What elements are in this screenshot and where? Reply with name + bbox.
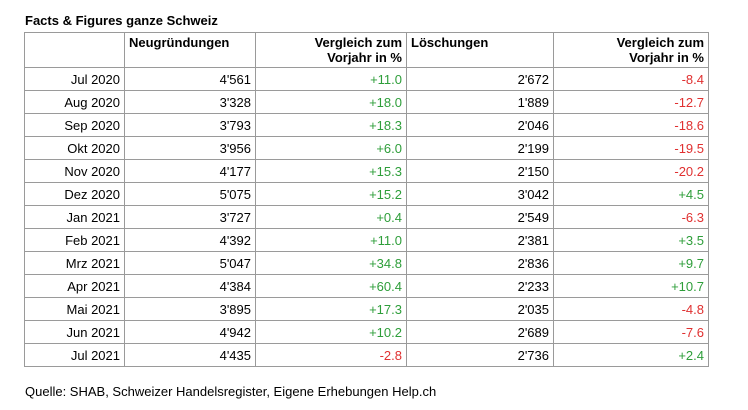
cell-month: Jan 2021 bbox=[24, 205, 125, 229]
cell-loeschungen: 2'233 bbox=[406, 274, 554, 298]
cell-loe-vergleich: -4.8 bbox=[553, 297, 709, 321]
cell-neugruendungen: 3'793 bbox=[124, 113, 256, 137]
table-row: Nov 2020 4'177 +15.3 2'150 -20.2 bbox=[24, 159, 709, 183]
cell-month: Feb 2021 bbox=[24, 228, 125, 252]
cell-neu-vergleich: +60.4 bbox=[255, 274, 407, 298]
cell-neugruendungen: 4'561 bbox=[124, 67, 256, 91]
cell-neu-vergleich: +18.0 bbox=[255, 90, 407, 114]
cell-neugruendungen: 4'384 bbox=[124, 274, 256, 298]
cell-neugruendungen: 5'047 bbox=[124, 251, 256, 275]
cell-loeschungen: 2'549 bbox=[406, 205, 554, 229]
cell-neu-vergleich: +11.0 bbox=[255, 67, 407, 91]
header-loe-vergleich: Vergleich zum Vorjahr in % bbox=[553, 32, 709, 68]
cell-month: Jul 2021 bbox=[24, 343, 125, 367]
cell-loe-vergleich: -18.6 bbox=[553, 113, 709, 137]
cell-neu-vergleich: +17.3 bbox=[255, 297, 407, 321]
cell-month: Nov 2020 bbox=[24, 159, 125, 183]
table-row: Mai 2021 3'895 +17.3 2'035 -4.8 bbox=[24, 297, 709, 321]
cell-neugruendungen: 4'942 bbox=[124, 320, 256, 344]
cell-neugruendungen: 3'956 bbox=[124, 136, 256, 160]
facts-table: Neugründungen Vergleich zum Vorjahr in % … bbox=[24, 32, 709, 367]
cell-neu-vergleich: +18.3 bbox=[255, 113, 407, 137]
table-row: Jan 2021 3'727 +0.4 2'549 -6.3 bbox=[24, 205, 709, 229]
cell-loeschungen: 2'046 bbox=[406, 113, 554, 137]
cell-neugruendungen: 3'727 bbox=[124, 205, 256, 229]
cell-neu-vergleich: +6.0 bbox=[255, 136, 407, 160]
header-month bbox=[24, 32, 125, 68]
cell-loe-vergleich: -20.2 bbox=[553, 159, 709, 183]
table-row: Sep 2020 3'793 +18.3 2'046 -18.6 bbox=[24, 113, 709, 137]
cell-month: Okt 2020 bbox=[24, 136, 125, 160]
cell-month: Sep 2020 bbox=[24, 113, 125, 137]
table-row: Apr 2021 4'384 +60.4 2'233 +10.7 bbox=[24, 274, 709, 298]
header-row: Neugründungen Vergleich zum Vorjahr in % … bbox=[24, 32, 709, 68]
cell-loeschungen: 2'150 bbox=[406, 159, 554, 183]
cell-loeschungen: 2'836 bbox=[406, 251, 554, 275]
cell-neu-vergleich: +15.3 bbox=[255, 159, 407, 183]
cell-loe-vergleich: +9.7 bbox=[553, 251, 709, 275]
cell-month: Mai 2021 bbox=[24, 297, 125, 321]
cell-loe-vergleich: +2.4 bbox=[553, 343, 709, 367]
table-row: Aug 2020 3'328 +18.0 1'889 -12.7 bbox=[24, 90, 709, 114]
cell-loeschungen: 1'889 bbox=[406, 90, 554, 114]
cell-neugruendungen: 3'328 bbox=[124, 90, 256, 114]
cell-neugruendungen: 5'075 bbox=[124, 182, 256, 206]
table-row: Jul 2021 4'435 -2.8 2'736 +2.4 bbox=[24, 343, 709, 367]
cell-loeschungen: 2'381 bbox=[406, 228, 554, 252]
cell-loeschungen: 3'042 bbox=[406, 182, 554, 206]
table-title: Facts & Figures ganze Schweiz bbox=[25, 13, 218, 28]
cell-month: Jun 2021 bbox=[24, 320, 125, 344]
cell-loe-vergleich: -8.4 bbox=[553, 67, 709, 91]
table-row: Mrz 2021 5'047 +34.8 2'836 +9.7 bbox=[24, 251, 709, 275]
table-row: Dez 2020 5'075 +15.2 3'042 +4.5 bbox=[24, 182, 709, 206]
cell-loe-vergleich: +3.5 bbox=[553, 228, 709, 252]
cell-neugruendungen: 3'895 bbox=[124, 297, 256, 321]
cell-neu-vergleich: +34.8 bbox=[255, 251, 407, 275]
cell-loeschungen: 2'199 bbox=[406, 136, 554, 160]
table-row: Okt 2020 3'956 +6.0 2'199 -19.5 bbox=[24, 136, 709, 160]
cell-neugruendungen: 4'177 bbox=[124, 159, 256, 183]
cell-month: Apr 2021 bbox=[24, 274, 125, 298]
cell-neu-vergleich: -2.8 bbox=[255, 343, 407, 367]
table-row: Jun 2021 4'942 +10.2 2'689 -7.6 bbox=[24, 320, 709, 344]
cell-loeschungen: 2'689 bbox=[406, 320, 554, 344]
cell-neu-vergleich: +11.0 bbox=[255, 228, 407, 252]
cell-neugruendungen: 4'392 bbox=[124, 228, 256, 252]
header-neugruendungen: Neugründungen bbox=[124, 32, 256, 68]
cell-loe-vergleich: -7.6 bbox=[553, 320, 709, 344]
source-note: Quelle: SHAB, Schweizer Handelsregister,… bbox=[25, 384, 437, 399]
cell-loe-vergleich: +4.5 bbox=[553, 182, 709, 206]
table-row: Feb 2021 4'392 +11.0 2'381 +3.5 bbox=[24, 228, 709, 252]
cell-month: Jul 2020 bbox=[24, 67, 125, 91]
header-neu-vergleich: Vergleich zum Vorjahr in % bbox=[255, 32, 407, 68]
table-row: Jul 2020 4'561 +11.0 2'672 -8.4 bbox=[24, 67, 709, 91]
cell-neu-vergleich: +0.4 bbox=[255, 205, 407, 229]
cell-neu-vergleich: +10.2 bbox=[255, 320, 407, 344]
cell-neugruendungen: 4'435 bbox=[124, 343, 256, 367]
cell-loeschungen: 2'736 bbox=[406, 343, 554, 367]
header-loeschungen: Löschungen bbox=[406, 32, 554, 68]
cell-loe-vergleich: -12.7 bbox=[553, 90, 709, 114]
cell-loe-vergleich: +10.7 bbox=[553, 274, 709, 298]
cell-loeschungen: 2'672 bbox=[406, 67, 554, 91]
cell-loeschungen: 2'035 bbox=[406, 297, 554, 321]
cell-loe-vergleich: -6.3 bbox=[553, 205, 709, 229]
cell-month: Dez 2020 bbox=[24, 182, 125, 206]
cell-month: Mrz 2021 bbox=[24, 251, 125, 275]
cell-neu-vergleich: +15.2 bbox=[255, 182, 407, 206]
cell-month: Aug 2020 bbox=[24, 90, 125, 114]
cell-loe-vergleich: -19.5 bbox=[553, 136, 709, 160]
